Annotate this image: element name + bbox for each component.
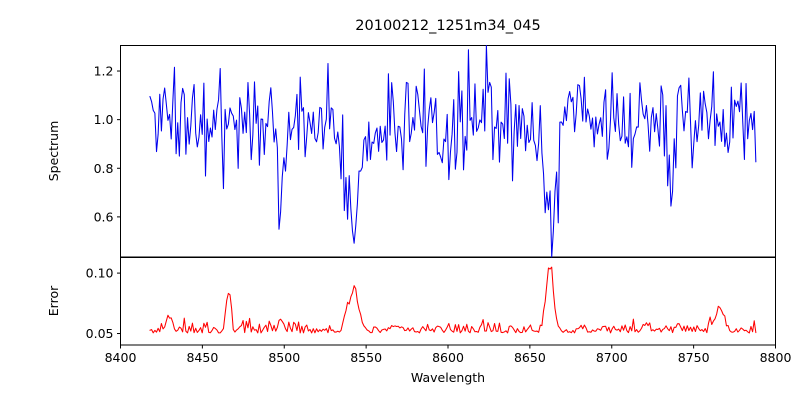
spectrum-data-line: [149, 44, 757, 258]
error-y-axis-label: Error: [46, 285, 61, 316]
tick-label: 0.6: [94, 209, 114, 224]
tick-label: 8400: [105, 350, 137, 365]
tick-label: 8650: [514, 350, 546, 365]
tick-label: 8600: [432, 350, 464, 365]
tick-label: 0.05: [86, 326, 114, 341]
figure-title: 20100212_1251m34_045: [355, 18, 540, 34]
error-data-line: [149, 266, 757, 334]
tick-label: 8550: [350, 350, 382, 365]
spectrum-y-axis-label: Spectrum: [46, 121, 61, 182]
shared-x-axis-label: Wavelength: [411, 370, 485, 385]
tick-label: 8800: [760, 350, 792, 365]
tick-label: 8500: [268, 350, 300, 365]
tick-label: 8450: [186, 350, 218, 365]
error-y-ticks: 0.05 0.10: [86, 266, 121, 341]
tick-label: 8700: [596, 350, 628, 365]
tick-label: 1.0: [94, 112, 114, 127]
tick-label: 0.10: [86, 266, 114, 281]
tick-label: 8750: [678, 350, 710, 365]
spectrum-y-ticks: 0.6 0.8 1.0 1.2: [94, 64, 121, 224]
shared-x-ticks: 8400 8450 8500 8550 8600 8650 8700 8750 8800: [105, 256, 792, 365]
tick-label: 0.8: [94, 161, 114, 176]
tick-label: 1.2: [94, 64, 114, 79]
